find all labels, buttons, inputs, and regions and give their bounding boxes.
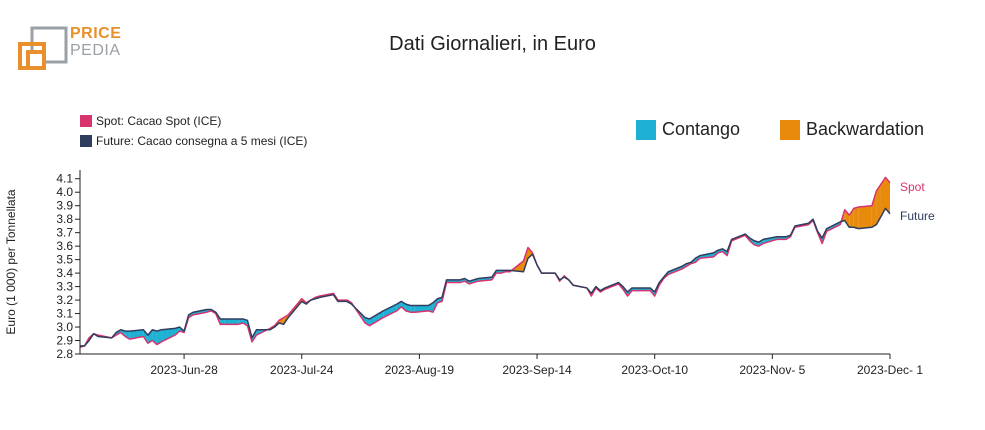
pricepedia-logo-icon [18, 26, 68, 70]
legend-item-contango: Contango [636, 119, 740, 140]
x-tick-label: 2023-Nov- 5 [739, 363, 805, 377]
y-axis-label: Euro (1 000) per Tonnellata [4, 189, 18, 335]
x-tick-label: 2023-Jun-28 [150, 363, 218, 377]
contango-area [143, 329, 148, 344]
future-end-label: Future [900, 209, 935, 223]
logo-line1: PRICE [70, 25, 122, 42]
y-tick-label: 3.0 [56, 320, 73, 334]
contango-area [758, 239, 764, 247]
chart-axes: 2.82.93.03.13.23.33.43.53.63.73.83.94.04… [56, 170, 923, 377]
backwardation-area [885, 177, 890, 214]
x-tick-label: 2023-Oct-10 [621, 363, 688, 377]
backwardation-area [853, 207, 859, 229]
y-tick-label: 3.3 [56, 280, 73, 294]
series-lines [79, 176, 891, 348]
y-tick-label: 4.1 [56, 172, 73, 186]
y-tick-label: 3.2 [56, 293, 73, 307]
x-tick-label: 2023-Sep-14 [502, 363, 572, 377]
backwardation-area [880, 177, 886, 217]
y-tick-label: 3.5 [56, 253, 73, 267]
contango-area [405, 304, 411, 313]
y-tick-label: 3.1 [56, 307, 73, 321]
x-tick-label: 2023-Dec- 1 [857, 363, 923, 377]
series-legend: Spot: Cacao Spot (ICE) Future: Cacao con… [80, 111, 307, 151]
contango-area [410, 305, 415, 313]
y-tick-label: 2.9 [56, 334, 73, 348]
spot-line [79, 176, 891, 348]
backwardation-area [871, 190, 877, 228]
y-tick-label: 3.9 [56, 199, 73, 213]
y-tick-label: 2.8 [56, 347, 73, 361]
x-tick-label: 2023-Jul-24 [270, 363, 334, 377]
legend-contango-label: Contango [662, 119, 741, 139]
backwardation-area [849, 208, 854, 228]
contango-area [383, 304, 397, 318]
y-tick-label: 4.0 [56, 185, 73, 199]
spot-swatch [80, 115, 92, 127]
legend-backwardation-label: Backwardation [806, 119, 925, 139]
contango-area [365, 317, 370, 326]
chart-title: Dati Giornalieri, in Euro [389, 33, 596, 55]
future-line [80, 207, 891, 347]
logo-text: PRICE PEDIA [70, 25, 121, 59]
backwardation-area [527, 247, 533, 259]
logo-line2: PEDIA [70, 42, 121, 59]
contango-swatch [636, 119, 656, 140]
legend-item-spot: Spot: Cacao Spot (ICE) [80, 111, 307, 131]
contango-area [156, 329, 162, 345]
contango-area [175, 327, 180, 336]
future-swatch [80, 135, 92, 147]
legend-item-future: Future: Cacao consegna a 5 mesi (ICE) [80, 131, 307, 151]
backwardation-area [876, 184, 881, 225]
x-tick-label: 2023-Aug-19 [385, 363, 455, 377]
spot-end-label: Spot [900, 180, 925, 194]
y-tick-label: 3.6 [56, 239, 73, 253]
legend-item-backwardation: Backwardation [780, 119, 924, 140]
end-labels: Spot Future [900, 180, 935, 223]
contango-area [161, 328, 176, 342]
y-tick-label: 3.7 [56, 226, 73, 240]
contango-area [224, 318, 239, 325]
contango-area [220, 318, 225, 325]
legend-future-label: Future: Cacao consegna a 5 mesi (ICE) [96, 134, 308, 148]
y-tick-label: 3.4 [56, 266, 73, 280]
backwardation-swatch [780, 119, 800, 140]
spread-areas [80, 177, 890, 348]
contango-area [147, 329, 153, 344]
legend-spot-label: Spot: Cacao Spot (ICE) [96, 114, 222, 128]
y-tick-label: 3.8 [56, 212, 73, 226]
backwardation-area [858, 205, 872, 229]
backwardation-area [523, 247, 528, 272]
contango-area [125, 331, 130, 340]
